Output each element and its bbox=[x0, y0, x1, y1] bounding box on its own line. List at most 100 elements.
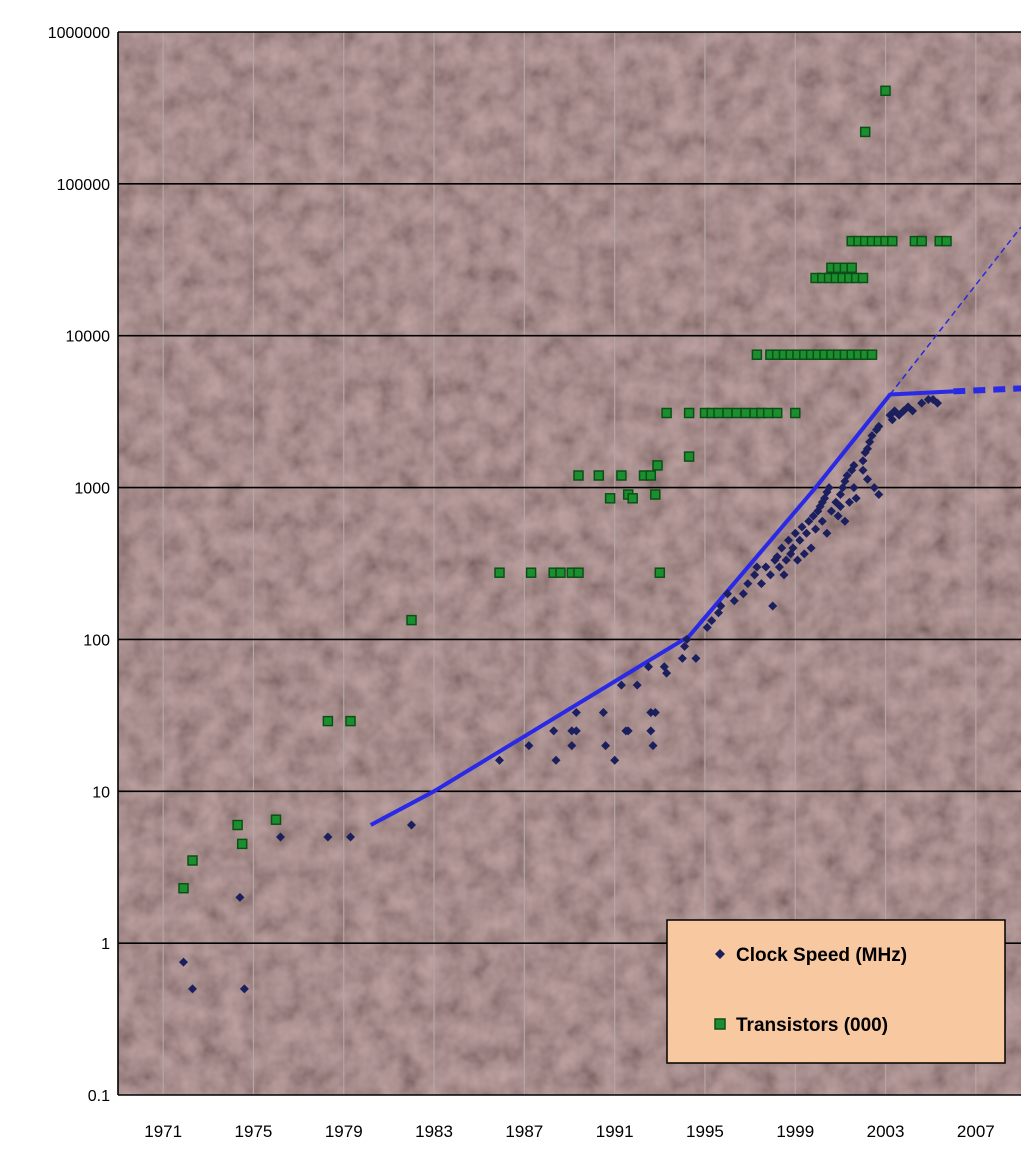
transistors-point bbox=[627, 493, 638, 504]
legend-box bbox=[666, 919, 1006, 1064]
y-tick-label: 10000 bbox=[66, 329, 111, 346]
transistors-point bbox=[751, 349, 763, 360]
clock-speed-point bbox=[908, 406, 918, 416]
transistors-point bbox=[604, 493, 616, 504]
clock-speed-point bbox=[933, 398, 942, 408]
clock-speed-point bbox=[551, 755, 561, 765]
transistors-point bbox=[236, 838, 248, 850]
trend-line bbox=[369, 389, 954, 827]
clock-speed-point bbox=[239, 984, 249, 994]
clock-speed-point bbox=[632, 680, 642, 690]
clock-speed-point bbox=[346, 832, 355, 842]
clock-speed-point bbox=[707, 616, 717, 626]
clock-speed-point bbox=[824, 483, 834, 493]
x-tick-label: 1999 bbox=[776, 1122, 814, 1141]
clock-speed-point bbox=[835, 502, 845, 511]
transistors-point bbox=[525, 567, 537, 578]
transistors-point bbox=[713, 407, 724, 419]
clock-speed-point bbox=[777, 543, 787, 553]
clock-speed-point bbox=[842, 471, 852, 480]
clock-speed-point bbox=[844, 497, 854, 507]
clock-speed-point bbox=[788, 543, 798, 553]
clock-speed-point bbox=[601, 741, 611, 751]
clock-speed-point bbox=[867, 431, 877, 441]
x-tick-label: 1995 bbox=[686, 1122, 724, 1141]
clock-speed-point bbox=[840, 516, 850, 526]
horizontal-gridlines bbox=[117, 31, 1021, 1096]
transistors-point bbox=[762, 407, 774, 419]
clock-speed-point bbox=[723, 589, 732, 599]
transistors-point bbox=[846, 262, 857, 274]
transistors-point bbox=[731, 407, 742, 419]
transistors-point bbox=[683, 407, 695, 419]
x-tick-label: 2003 bbox=[867, 1122, 905, 1141]
legend-clock-speed-label: Clock Speed (MHz) bbox=[736, 945, 907, 966]
transistors-point bbox=[740, 407, 751, 419]
clock-speed-point bbox=[188, 984, 197, 994]
transistors-point bbox=[790, 407, 801, 419]
clock-speed-point bbox=[858, 465, 868, 475]
transistors-point bbox=[645, 470, 657, 481]
clock-speed-point bbox=[682, 634, 692, 644]
trend-projection-line bbox=[953, 385, 1021, 395]
clock-speed-point bbox=[495, 755, 504, 765]
clock-speed-point bbox=[407, 820, 416, 830]
clock-speed-point bbox=[863, 444, 872, 454]
vertical-gridlines bbox=[162, 32, 977, 1095]
clock-speed-point bbox=[738, 589, 748, 599]
clock-speed-point bbox=[276, 832, 285, 842]
clock-speed-point bbox=[804, 516, 814, 526]
clock-speed-point bbox=[849, 483, 859, 493]
clock-speed-point bbox=[610, 755, 620, 765]
transistors-point bbox=[722, 407, 733, 419]
clock-speed-point bbox=[822, 528, 832, 538]
x-tick-label: 1983 bbox=[415, 1122, 453, 1141]
clock-speed-point bbox=[858, 456, 868, 466]
clock-speed-point bbox=[835, 490, 845, 499]
clock-speed-point bbox=[863, 474, 872, 484]
clock-speed-point bbox=[799, 549, 809, 559]
clock-speed-point bbox=[851, 493, 861, 503]
transistors-point bbox=[406, 614, 417, 626]
clock-speed-point bbox=[752, 562, 762, 572]
clock-speed-point bbox=[917, 398, 927, 408]
transistors-point bbox=[916, 235, 927, 247]
transistors-point bbox=[650, 489, 661, 500]
x-tick-label: 1979 bbox=[325, 1122, 363, 1141]
clock-speed-point bbox=[802, 528, 811, 538]
transistors-point bbox=[880, 85, 891, 97]
x-axis-tick-labels: 1971 1975 1979 1983 1987 1991 1995 1999 2003 2007 bbox=[144, 1122, 995, 1141]
y-tick-label: 1000000 bbox=[48, 25, 110, 42]
y-axis-tick-labels: 0.1 1 10 100 1000 10000 100000 1000000 bbox=[48, 25, 110, 1105]
clock-speed-point bbox=[571, 726, 581, 736]
clock-speed-point bbox=[849, 460, 859, 470]
clock-speed-point bbox=[323, 832, 333, 842]
y-tick-label: 100 bbox=[83, 632, 110, 649]
clock-speed-point bbox=[817, 516, 827, 526]
transistors-point bbox=[661, 407, 672, 419]
transistors-point bbox=[771, 407, 783, 419]
clock-speed-point bbox=[790, 528, 800, 538]
clock-speed-point bbox=[808, 511, 818, 521]
clock-speed-point bbox=[691, 653, 701, 663]
clock-speed-point bbox=[826, 506, 836, 516]
transistors-point bbox=[573, 567, 584, 578]
legend-transistors-marker bbox=[714, 1018, 726, 1030]
transistors-point bbox=[232, 819, 243, 831]
transistors-point bbox=[555, 567, 566, 578]
transistors-point bbox=[683, 451, 695, 462]
clock-speed-point bbox=[765, 570, 775, 580]
transistors-point bbox=[345, 715, 356, 727]
transistors-point bbox=[187, 855, 198, 866]
legend-transistors-label: Transistors (000) bbox=[736, 1015, 888, 1036]
clock-speed-point bbox=[833, 511, 843, 521]
transistors-point bbox=[857, 272, 869, 284]
x-tick-label: 1987 bbox=[505, 1122, 543, 1141]
transistors-point bbox=[654, 567, 666, 578]
clock-speed-point bbox=[781, 555, 791, 565]
clock-speed-point bbox=[779, 570, 789, 580]
clock-speed-point bbox=[784, 535, 793, 545]
x-tick-label: 1975 bbox=[235, 1122, 273, 1141]
clock-speed-point bbox=[750, 570, 760, 580]
